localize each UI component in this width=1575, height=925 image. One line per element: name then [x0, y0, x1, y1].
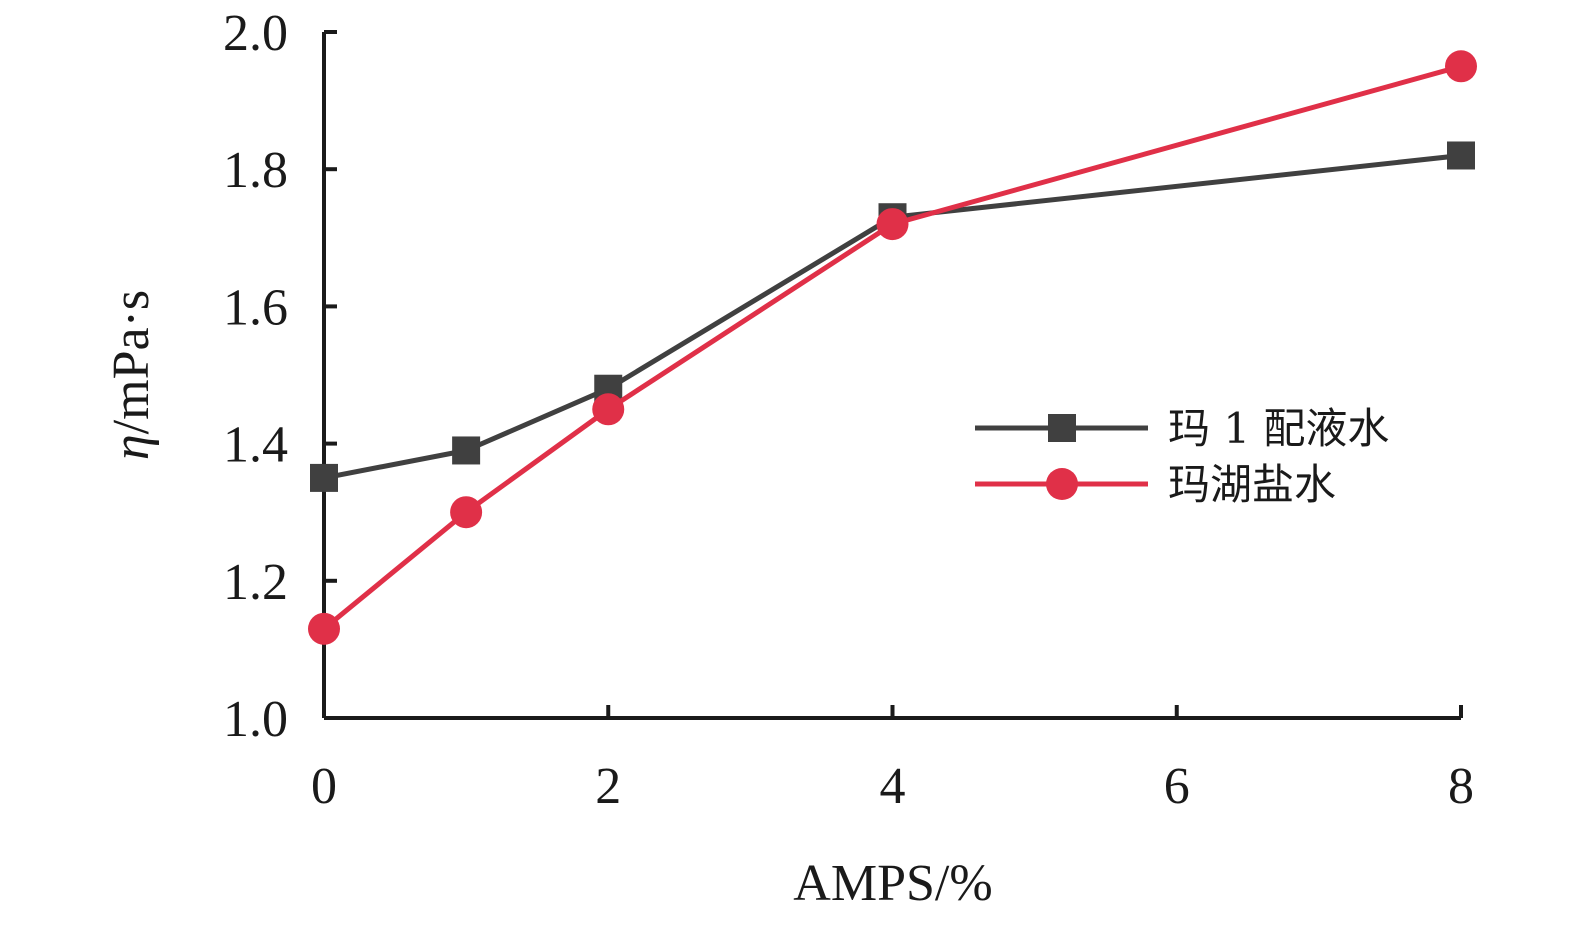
x-axis-title: AMPS/%	[793, 855, 992, 912]
y-tick-label-1: 1.2	[223, 554, 288, 611]
data-point-1-3	[876, 208, 909, 241]
data-point-1-0	[308, 612, 340, 645]
data-point-0-4	[1447, 141, 1475, 170]
y-axis-title: η/mPa·s	[103, 290, 160, 460]
series-line-1	[322, 63, 1462, 631]
y-tick-label-4: 1.8	[223, 142, 288, 199]
series-1	[308, 50, 1477, 645]
y-tick-label-3: 1.6	[223, 279, 288, 336]
x-tick-label-4: 8	[1448, 758, 1474, 815]
series-0	[310, 141, 1475, 492]
plot-area: 0 2 4 6 8 1.0 1.2 1.4 1.6 1.8 2.0	[223, 5, 1477, 815]
legend-marker-0	[1048, 414, 1076, 442]
x-axis-ticks: 0 2 4 6 8	[311, 705, 1474, 815]
x-tick-label-1: 2	[595, 758, 621, 815]
x-tick-label-0: 0	[311, 758, 337, 815]
legend-entry-1: 玛湖盐水	[975, 460, 1336, 509]
data-point-1-1	[450, 496, 483, 529]
data-point-0-0	[310, 463, 338, 492]
x-tick-label-2: 4	[880, 758, 906, 815]
legend-label-1: 玛湖盐水	[1168, 460, 1336, 509]
y-tick-label-5: 2.0	[223, 5, 288, 62]
series-layer	[308, 50, 1477, 645]
data-point-0-1	[452, 436, 481, 465]
data-point-1-2	[592, 393, 625, 426]
y-tick-label-0: 1.0	[223, 691, 288, 748]
y-axis-unit: /mPa·s	[103, 290, 160, 434]
legend-marker-1	[1046, 468, 1078, 500]
legend-entry-0: 玛 1 配液水	[975, 404, 1389, 453]
y-axis-ticks: 1.0 1.2 1.4 1.6 1.8 2.0	[223, 5, 337, 748]
y-axis-symbol: η	[103, 434, 160, 460]
legend-label-0: 玛 1 配液水	[1168, 404, 1389, 453]
y-tick-label-2: 1.4	[223, 417, 288, 474]
data-point-1-4	[1445, 50, 1477, 83]
x-tick-label-3: 6	[1164, 758, 1190, 815]
